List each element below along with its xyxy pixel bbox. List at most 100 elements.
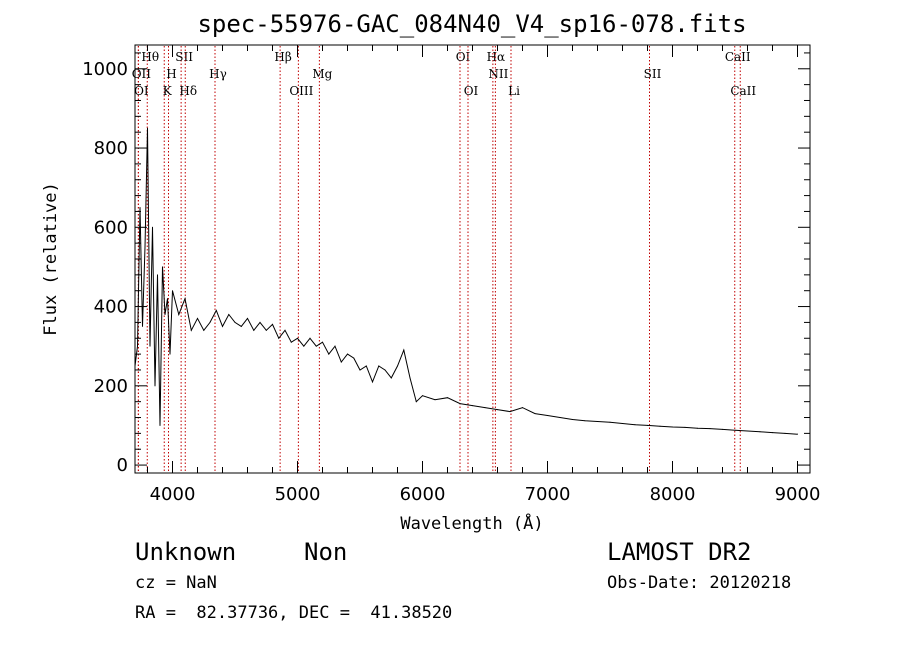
spectral-line-label: OI [464,84,479,98]
spectrum-point [334,345,336,347]
spectral-line-label: H [166,67,176,81]
y-tick-label: 0 [117,455,128,476]
spectrum-point [522,407,523,409]
spectral-line-label: Hθ [141,50,159,64]
spectrum-point [322,341,323,343]
survey-name: LAMOST DR2 [607,538,752,566]
observation-date: Obs-Date: 20120218 [607,573,792,593]
spectrum-point [672,426,673,428]
spectrum-point [197,317,198,319]
spectrum-series [134,127,798,435]
spectral-line-label: SII [644,67,662,81]
spectrum-point [328,353,330,355]
spectrum-point [734,429,736,431]
spectral-line-label: K [163,84,173,98]
spectrum-point [162,266,163,268]
x-axis-label: Wavelength (Å) [400,512,543,534]
spectrum-point [228,313,230,315]
spectrum-line [134,128,798,435]
spectrum-point [784,432,786,434]
spectrum-point [747,430,748,432]
spectrum-point [409,377,411,379]
axis-ticks: 4000 5000 6000 7000 8000 9000 0 200 400 600 800 100… [82,45,820,505]
spectrum-point [137,345,138,347]
spectrum-point [178,313,180,315]
spectrum-point [597,420,598,422]
spectral-line-label: CaII [730,84,756,98]
spectrum-point [215,310,217,312]
chart-title: spec-55976-GAC_084N40_V4_sp16-078.fits [197,10,746,38]
spectrum-point [378,365,380,367]
spectrum-point [472,405,473,407]
spectrum-point [149,345,151,347]
spectrum-point [147,127,148,129]
spectrum-point [272,323,273,325]
spectrum-point [397,365,398,367]
x-tick-label: 9000 [775,484,821,505]
ra-dec-coordinates: RA = 82.37736, DEC = 41.38520 [135,603,453,623]
spectrum-point [534,413,536,415]
spectrum-point [144,246,146,248]
spectrum-point [315,345,317,347]
spectral-line-label: Hγ [209,67,227,81]
x-tick-label: 7000 [525,484,571,505]
spectrum-point [297,337,298,339]
spectrum-point [484,407,486,409]
spectrum-point [572,419,573,420]
spectrum-point [547,415,548,417]
spectrum-point [184,298,186,300]
spectrum-point [234,321,236,323]
spectrum-point [647,424,648,426]
spectrum-point [169,353,171,355]
spectrum-point [497,409,498,411]
spectral-line-label: OII [132,67,152,81]
spectrum-point [167,298,168,300]
spectrum-point [190,329,192,331]
spectrum-point [154,385,156,387]
spectrum-point [159,424,161,426]
spectrum-point [265,329,267,331]
spectrum-point [359,369,361,371]
spectrum-point [340,361,342,363]
spectrum-point [390,377,392,379]
spectrum-point [584,420,586,422]
spectrum-point [459,403,461,405]
object-class: Unknown [135,538,237,566]
spectral-line-markers: HθOIIOISIIHKHδHγHβOIIIMgOIOIHαNIILiSIICa… [132,46,756,472]
spectrum-point [164,313,166,315]
spectrum-point [157,274,158,276]
spectral-line-label: OIII [289,84,313,98]
spectrum-point [222,325,223,327]
spectrum-point [709,428,711,430]
x-tick-label: 6000 [400,484,446,505]
spectral-line-label: Hβ [274,50,291,64]
spectrum-point [152,226,153,228]
spectrum-point [259,321,261,323]
spectrum-point [278,337,280,339]
spectrum-point [203,329,205,331]
spectral-line-label: Mg [312,67,332,81]
spectral-line-label: SII [175,50,193,64]
spectrum-point [609,421,611,423]
y-tick-label: 200 [94,376,128,397]
redshift-cz: cz = NaN [135,573,217,593]
spectral-line-label: OI [456,50,471,64]
y-tick-label: 1000 [82,59,128,80]
spectral-line-label: CaII [725,50,751,64]
x-tick-label: 5000 [275,484,321,505]
y-axis-label: Flux (relative) [41,182,61,336]
spectrum-point [384,369,386,371]
spectrum-point [172,290,173,292]
spectrum-point [722,428,723,430]
spectrum-point [415,401,417,403]
spectrum-point [365,365,367,367]
spectral-line-label: Hδ [179,84,197,98]
spectrum-point [634,424,636,426]
spectrum-point [684,426,686,428]
spectrum-point [209,321,211,323]
spectrum-point [290,341,292,343]
y-tick-label: 800 [94,138,128,159]
spectrum-point [772,432,773,434]
object-subclass: Non [304,538,348,566]
